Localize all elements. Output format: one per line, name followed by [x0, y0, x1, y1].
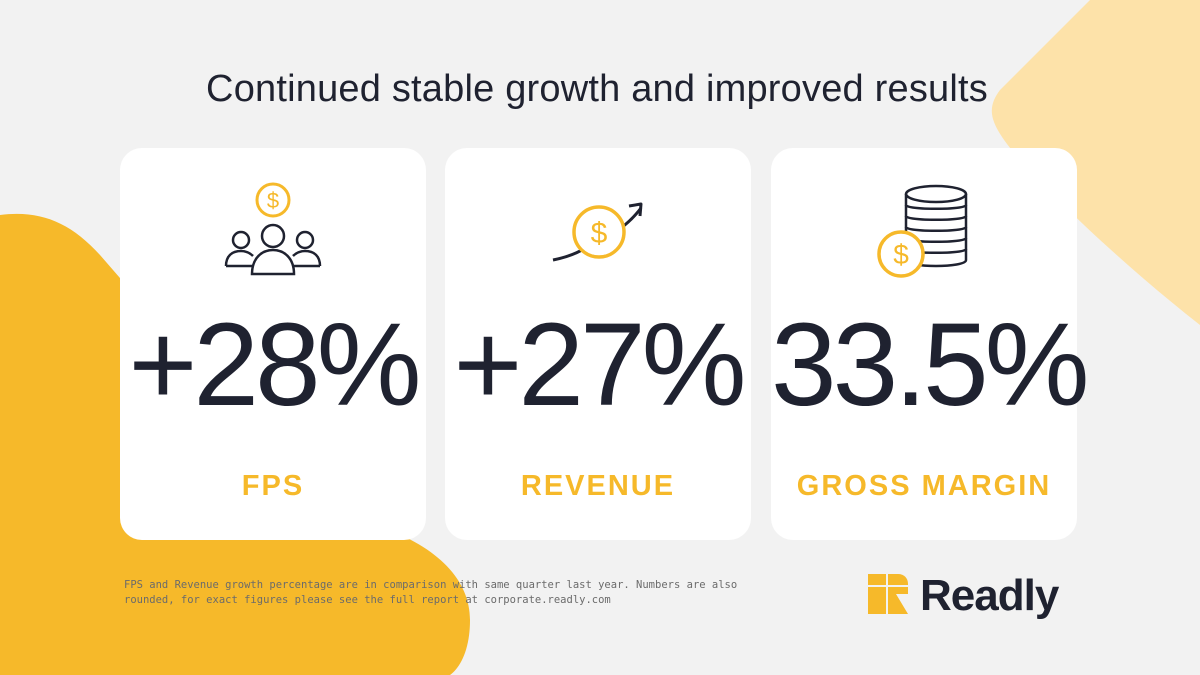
fps-card: $ +28% FPS — [120, 148, 426, 540]
coin-stack-dollar-icon: $ — [771, 178, 1077, 288]
readly-logo-icon — [868, 574, 908, 614]
gross-margin-label: GROSS MARGIN — [796, 470, 1052, 502]
brand-logo: Readly — [868, 570, 1078, 622]
footnote-line-1: FPS and Revenue growth percentage are in… — [124, 579, 738, 591]
svg-text:$: $ — [267, 188, 279, 213]
gross-margin-value: 33.5% — [771, 299, 1090, 431]
light-yellow-shape — [991, 0, 1200, 325]
footnote: FPS and Revenue growth percentage are in… — [124, 578, 844, 608]
people-dollar-icon: $ — [120, 178, 426, 288]
svg-text:$: $ — [893, 239, 909, 270]
gross-margin-card: $ 33.5% GROSS MARGIN — [771, 148, 1090, 540]
dollar-growth-arrow-icon: $ — [445, 178, 751, 288]
revenue-card: $ +27% REVENUE — [445, 148, 751, 540]
revenue-label: REVENUE — [520, 470, 676, 502]
fps-label: FPS — [241, 470, 305, 502]
footnote-line-2: rounded, for exact figures please see th… — [124, 594, 611, 606]
revenue-value: +27% — [453, 299, 746, 431]
brand-name: Readly — [920, 571, 1059, 620]
fps-value: +28% — [128, 299, 421, 431]
page-title: Continued stable growth and improved res… — [206, 68, 988, 110]
svg-text:$: $ — [591, 217, 608, 250]
